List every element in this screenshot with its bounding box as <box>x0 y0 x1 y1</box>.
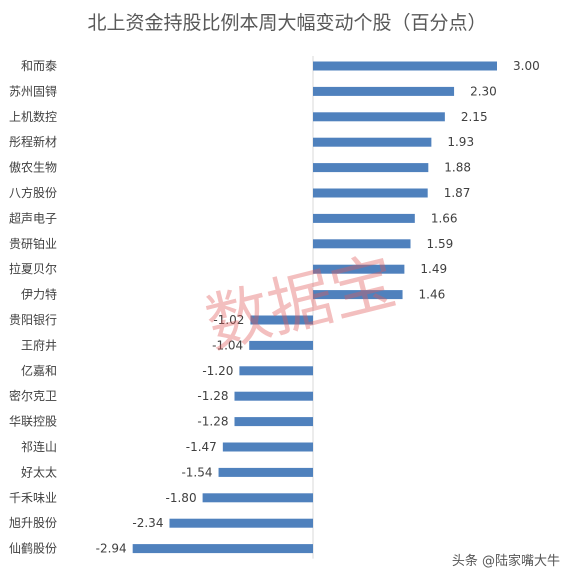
bar-18 <box>202 493 313 503</box>
category-label: 和而泰 <box>21 59 57 73</box>
data-label: 2.30 <box>470 84 497 98</box>
category-label: 仙鹤股份 <box>9 541 57 556</box>
data-label: -1.28 <box>197 415 228 429</box>
data-label: -1.47 <box>186 440 217 454</box>
category-label: 拉夏贝尔 <box>9 261 57 276</box>
category-label: 彤程新材 <box>9 134 57 149</box>
data-label: 2.15 <box>461 110 488 124</box>
bar-17 <box>218 467 313 477</box>
bar-16 <box>222 442 313 452</box>
category-label: 王府井 <box>21 337 57 352</box>
chart-title: 北上资金持股比例本周大幅变动个股（百分点） <box>87 12 487 34</box>
bar-4 <box>313 137 432 147</box>
category-label: 千禾味业 <box>9 491 57 505</box>
bar-19 <box>169 518 313 528</box>
category-label: 八方股份 <box>9 185 57 200</box>
data-label: -1.02 <box>213 313 244 327</box>
bar-12 <box>249 340 313 350</box>
category-label: 贵阳银行 <box>9 313 57 327</box>
category-label: 华联控股 <box>9 415 57 429</box>
data-label: -2.34 <box>132 516 163 530</box>
bar-9 <box>313 264 405 274</box>
category-label: 苏州固锝 <box>9 84 57 98</box>
data-label: -1.54 <box>181 465 212 479</box>
data-label: -1.20 <box>202 364 233 378</box>
bar-6 <box>313 188 428 198</box>
bar-14 <box>234 391 313 401</box>
bar-13 <box>239 366 313 376</box>
data-label: 1.88 <box>444 161 471 175</box>
data-label: 1.93 <box>447 135 474 149</box>
category-label: 密尔克卫 <box>9 388 57 403</box>
data-label: -1.80 <box>166 491 197 505</box>
source-credit: 头条 @陆家嘴大牛 <box>451 554 560 569</box>
bar-5 <box>313 163 429 173</box>
category-label: 傲农生物 <box>9 160 57 175</box>
data-label: -2.94 <box>96 542 127 556</box>
data-label: 1.46 <box>419 288 446 302</box>
data-label: -1.28 <box>197 389 228 403</box>
bar-3 <box>313 112 445 122</box>
bar-7 <box>313 213 415 223</box>
category-label: 祁连山 <box>21 439 57 454</box>
data-label: -1.04 <box>212 338 243 352</box>
bar-10 <box>313 290 403 300</box>
bar-15 <box>234 417 313 427</box>
category-label: 贵研铂业 <box>9 236 57 251</box>
category-label: 旭升股份 <box>9 516 57 530</box>
category-label: 超声电子 <box>9 210 57 225</box>
bar-20 <box>132 544 313 554</box>
data-label: 1.66 <box>431 211 458 225</box>
data-label: 1.59 <box>427 237 454 251</box>
data-label: 1.49 <box>420 262 447 276</box>
bar-2 <box>313 86 455 96</box>
category-label: 亿嘉和 <box>21 363 57 378</box>
category-label: 上机数控 <box>9 109 57 124</box>
data-label: 3.00 <box>513 59 540 73</box>
category-label: 好太太 <box>21 464 57 479</box>
bar-11 <box>250 315 313 325</box>
data-label: 1.87 <box>444 186 471 200</box>
category-label: 伊力特 <box>21 287 57 302</box>
bar-8 <box>313 239 411 249</box>
bar-1 <box>313 61 497 71</box>
